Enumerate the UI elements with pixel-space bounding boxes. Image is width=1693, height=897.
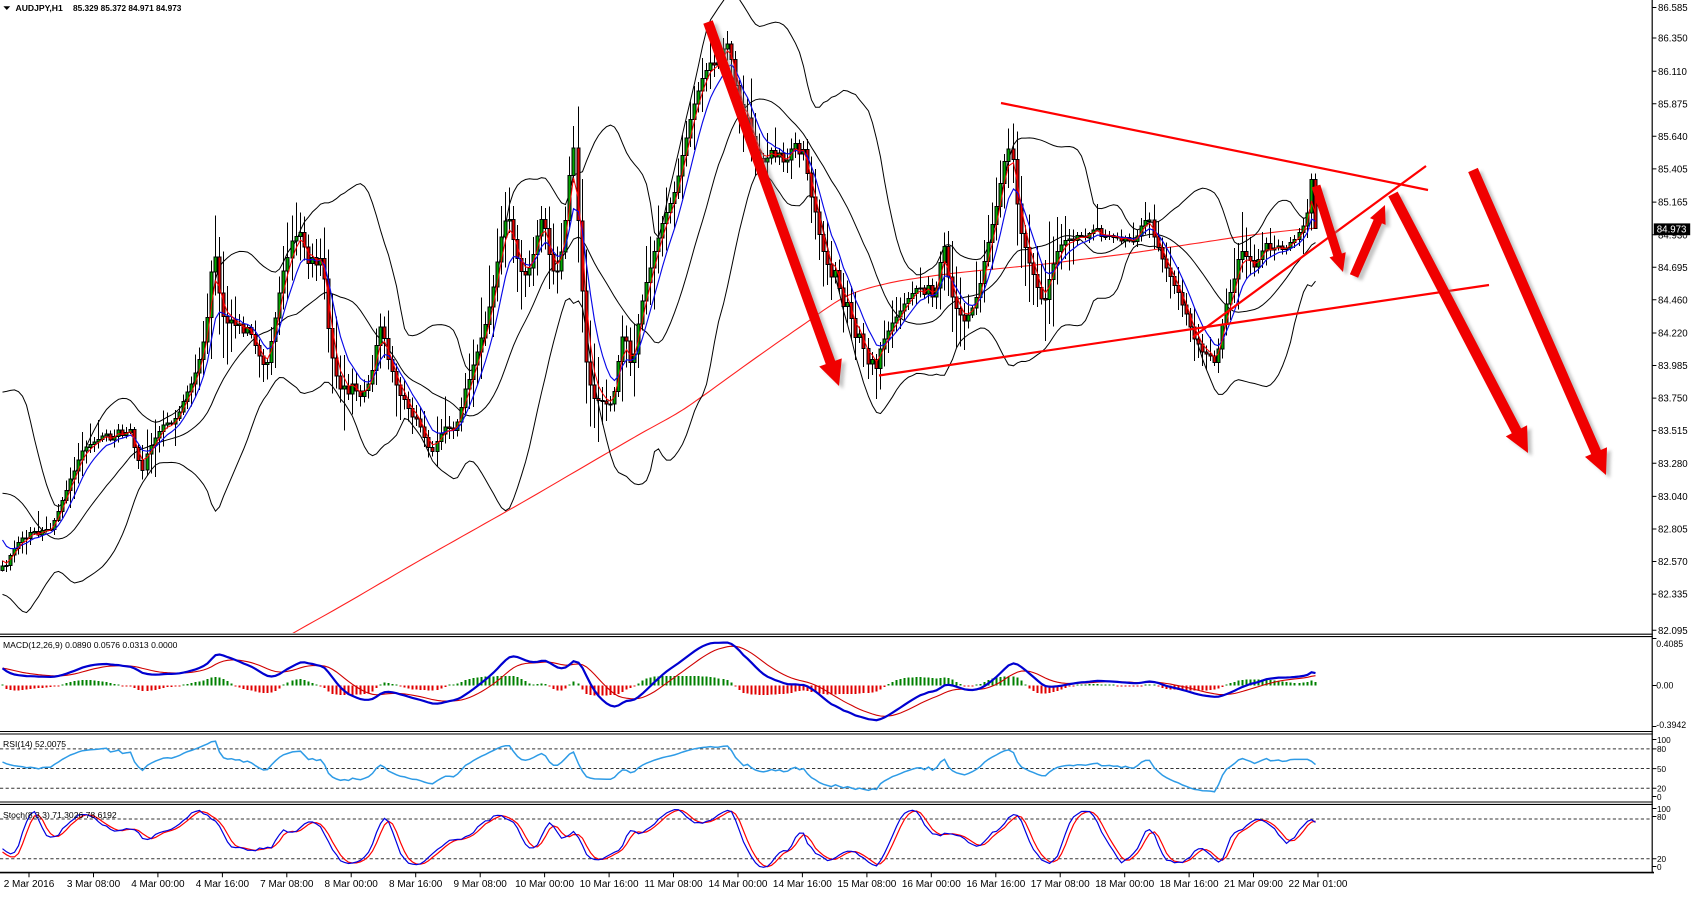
svg-text:84.695: 84.695 — [1658, 263, 1688, 274]
svg-text:83.515: 83.515 — [1658, 426, 1688, 437]
svg-text:84.973: 84.973 — [1657, 225, 1687, 236]
svg-text:11 Mar 08:00: 11 Mar 08:00 — [644, 879, 703, 890]
svg-text:-0.3942: -0.3942 — [1656, 720, 1686, 730]
svg-text:100: 100 — [1657, 805, 1671, 814]
svg-text:18 Mar 00:00: 18 Mar 00:00 — [1095, 879, 1154, 890]
svg-text:Stoch(8,3,3) 71.3026 78.6192: Stoch(8,3,3) 71.3026 78.6192 — [3, 810, 117, 820]
svg-text:4 Mar 16:00: 4 Mar 16:00 — [196, 879, 250, 890]
svg-text:17 Mar 08:00: 17 Mar 08:00 — [1031, 879, 1090, 890]
svg-text:20: 20 — [1657, 855, 1667, 864]
svg-text:0: 0 — [1657, 863, 1662, 872]
svg-text:100: 100 — [1657, 736, 1671, 745]
svg-text:3 Mar 08:00: 3 Mar 08:00 — [67, 879, 121, 890]
svg-text:7 Mar 08:00: 7 Mar 08:00 — [260, 879, 314, 890]
svg-text:83.280: 83.280 — [1658, 459, 1688, 470]
svg-text:22 Mar 01:00: 22 Mar 01:00 — [1289, 879, 1348, 890]
svg-text:82.805: 82.805 — [1658, 525, 1688, 536]
svg-text:10 Mar 16:00: 10 Mar 16:00 — [580, 879, 639, 890]
svg-text:0.4085: 0.4085 — [1656, 639, 1683, 649]
svg-text:AUDJPY,H1: AUDJPY,H1 — [16, 3, 64, 13]
svg-text:80: 80 — [1657, 745, 1667, 754]
svg-text:MACD(12,26,9) 0.0890 0.0576 0.: MACD(12,26,9) 0.0890 0.0576 0.0313 0.000… — [3, 640, 178, 650]
svg-text:0: 0 — [1657, 793, 1662, 802]
svg-text:RSI(14) 52.0075: RSI(14) 52.0075 — [3, 739, 66, 749]
svg-text:14 Mar 16:00: 14 Mar 16:00 — [773, 879, 832, 890]
svg-text:84.930: 84.930 — [1658, 230, 1688, 241]
svg-text:86.585: 86.585 — [1658, 3, 1688, 14]
svg-text:10 Mar 00:00: 10 Mar 00:00 — [515, 879, 574, 890]
svg-text:85.329 85.372 84.971 84.973: 85.329 85.372 84.971 84.973 — [73, 3, 182, 13]
svg-text:80: 80 — [1657, 813, 1667, 822]
svg-text:82.095: 82.095 — [1658, 626, 1688, 637]
svg-text:86.110: 86.110 — [1658, 67, 1688, 78]
svg-text:82.570: 82.570 — [1658, 557, 1688, 568]
svg-text:83.040: 83.040 — [1658, 492, 1688, 503]
svg-text:2 Mar 2016: 2 Mar 2016 — [4, 879, 55, 890]
svg-text:16 Mar 00:00: 16 Mar 00:00 — [902, 879, 961, 890]
svg-text:21 Mar 09:00: 21 Mar 09:00 — [1224, 879, 1283, 890]
svg-text:14 Mar 00:00: 14 Mar 00:00 — [709, 879, 768, 890]
svg-text:8 Mar 16:00: 8 Mar 16:00 — [389, 879, 443, 890]
svg-text:4 Mar 00:00: 4 Mar 00:00 — [131, 879, 185, 890]
svg-text:15 Mar 08:00: 15 Mar 08:00 — [837, 879, 896, 890]
svg-text:0.00: 0.00 — [1656, 681, 1673, 691]
svg-text:20: 20 — [1657, 785, 1667, 794]
svg-text:50: 50 — [1657, 765, 1667, 774]
svg-text:84.460: 84.460 — [1658, 295, 1688, 306]
svg-text:83.750: 83.750 — [1658, 394, 1688, 405]
svg-text:18 Mar 16:00: 18 Mar 16:00 — [1160, 879, 1219, 890]
svg-text:8 Mar 00:00: 8 Mar 00:00 — [325, 879, 379, 890]
svg-text:86.350: 86.350 — [1658, 34, 1688, 45]
svg-text:16 Mar 16:00: 16 Mar 16:00 — [966, 879, 1025, 890]
svg-text:85.165: 85.165 — [1658, 198, 1688, 209]
svg-text:84.220: 84.220 — [1658, 329, 1688, 340]
svg-text:85.405: 85.405 — [1658, 165, 1688, 176]
svg-text:85.640: 85.640 — [1658, 132, 1688, 143]
svg-text:83.985: 83.985 — [1658, 361, 1688, 372]
svg-text:85.875: 85.875 — [1658, 99, 1688, 110]
svg-text:9 Mar 08:00: 9 Mar 08:00 — [454, 879, 508, 890]
svg-text:82.335: 82.335 — [1658, 590, 1688, 601]
